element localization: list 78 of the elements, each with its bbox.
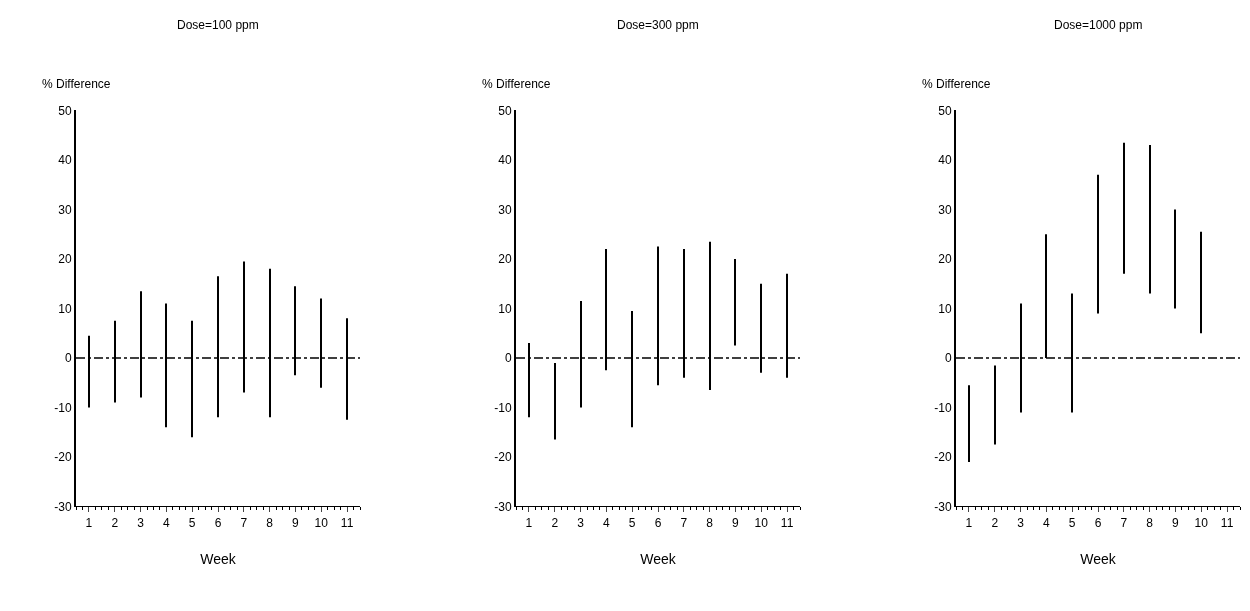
y-tick-label: 0 [64,351,72,366]
x-tick-label: 5 [1068,515,1076,530]
y-tick-label: 50 [498,103,512,118]
y-tick-label: 50 [58,103,72,118]
y-tick-label: 30 [938,202,952,217]
bar [1200,231,1202,334]
x-tick-label: 5 [188,515,196,530]
x-tick-label: 5 [628,515,636,530]
x-tick-label: 7 [680,515,688,530]
x-tick-label: 2 [111,515,119,530]
y-tick-label: -20 [934,450,952,465]
y-tick-label: -30 [934,499,952,514]
y-tick-label: 0 [944,351,952,366]
y-tick-label: 40 [58,153,72,168]
x-tick-label: 10 [314,515,329,530]
y-tick-label: 40 [498,153,512,168]
y-tick-label: -20 [494,450,512,465]
y-tick-label: -20 [54,450,72,465]
x-tick-label: 7 [240,515,248,530]
x-tick-label: 3 [577,515,585,530]
x-tick-label: 4 [1043,515,1051,530]
x-tick-label: 1 [525,515,533,530]
x-tick-label: 2 [991,515,999,530]
y-axis-title: % Difference [922,77,991,91]
x-tick-label: 6 [214,515,222,530]
y-tick-label: 10 [938,301,952,316]
y-tick-label: -10 [494,400,512,415]
y-tick-label: 20 [498,252,512,267]
x-axis-title: Week [200,551,237,568]
x-tick-label: 4 [163,515,171,530]
x-tick-label: 8 [706,515,714,530]
x-tick-label: 7 [1120,515,1128,530]
y-tick-label: -30 [494,499,512,514]
x-tick-label: 1 [85,515,93,530]
x-tick-label: 4 [603,515,611,530]
y-tick-label: 0 [504,351,512,366]
x-tick-label: 9 [1172,515,1180,530]
bar [554,362,556,440]
x-tick-label: 9 [292,515,300,530]
x-tick-label: 3 [1017,515,1025,530]
y-axis-title: % Difference [482,77,551,91]
chart-title: Dose=300 ppm [617,18,699,32]
x-tick-label: 10 [1194,515,1209,530]
x-tick-label: 6 [1094,515,1102,530]
y-tick-label: 10 [58,301,72,316]
y-tick-label: -10 [934,400,952,415]
y-tick-label: -30 [54,499,72,514]
y-axis-title: % Difference [42,77,111,91]
y-tick-label: -10 [54,400,72,415]
bar [1123,142,1125,274]
y-tick-label: 20 [938,252,952,267]
bar [1097,174,1099,314]
y-tick-label: 20 [58,252,72,267]
x-tick-label: 11 [340,515,354,530]
x-tick-label: 3 [137,515,145,530]
y-tick-label: 10 [498,301,512,316]
x-tick-label: 8 [1146,515,1154,530]
y-tick-label: 50 [938,103,952,118]
x-tick-label: 10 [754,515,769,530]
x-axis-title: Week [640,551,677,568]
x-tick-label: 6 [654,515,662,530]
bar [1174,209,1176,309]
y-tick-label: 40 [938,153,952,168]
x-tick-label: 2 [551,515,559,530]
x-tick-label: 9 [732,515,740,530]
chart-title: Dose=100 ppm [177,18,259,32]
x-tick-label: 1 [965,515,973,530]
y-tick-label: 30 [498,202,512,217]
x-tick-label: 11 [1220,515,1234,530]
x-axis-title: Week [1080,551,1117,568]
bar [968,385,970,462]
bar [1149,145,1151,294]
y-tick-label: 30 [58,202,72,217]
x-tick-label: 8 [266,515,274,530]
chart-title: Dose=1000 ppm [1054,18,1143,32]
x-tick-label: 11 [780,515,794,530]
bar [994,365,996,445]
bar [734,258,736,346]
